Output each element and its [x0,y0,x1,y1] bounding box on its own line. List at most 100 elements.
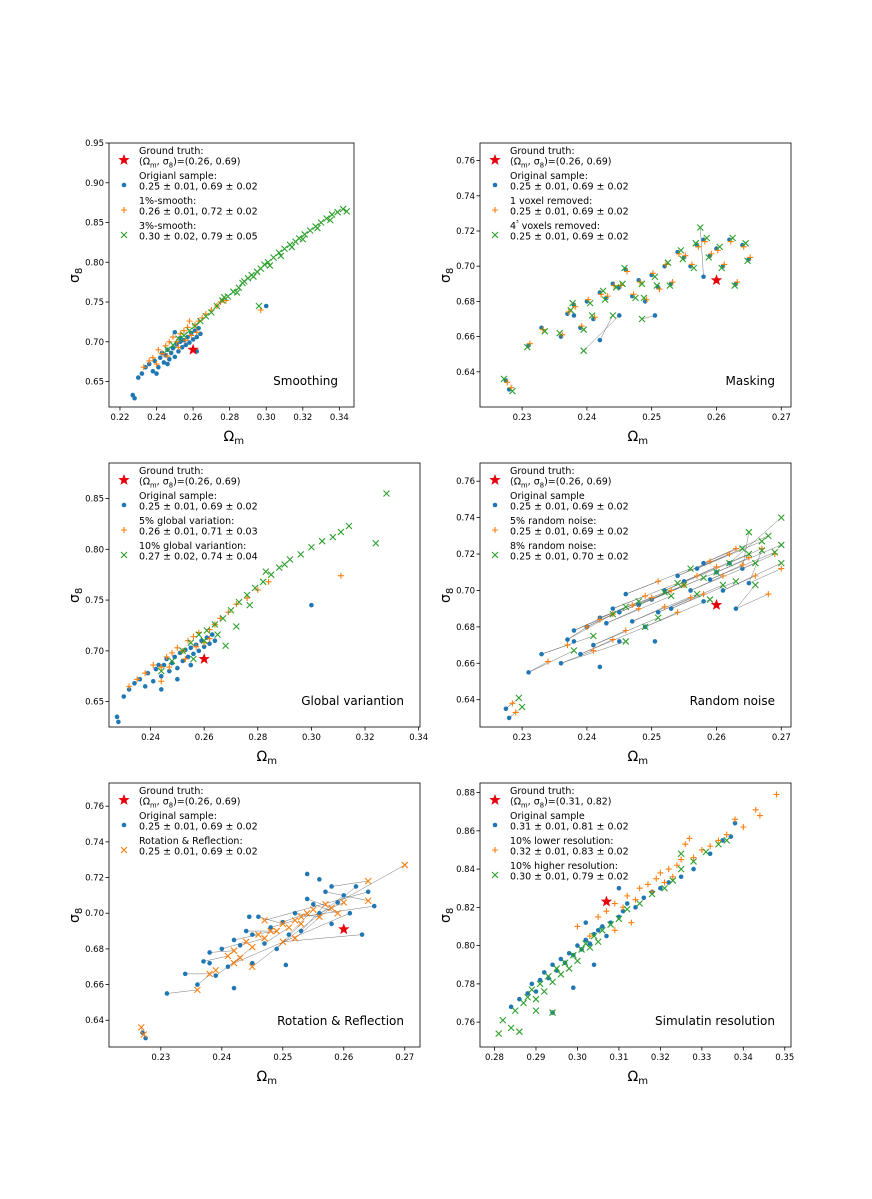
legend-text: 0.25 ± 0.01, 0.69 ± 0.02 [510,232,629,243]
orig-point [146,361,152,367]
legend-text: 0.32 ± 0.01, 0.83 ± 0.02 [510,847,629,858]
legend-marker [492,527,498,533]
mod2-point [661,588,669,596]
mod1-point [734,279,741,286]
orig-point [135,375,141,380]
orig-point [250,960,255,966]
mod1-point [644,881,651,888]
orig-point [237,943,243,948]
mod2-point [586,299,594,307]
x-tick-label: 0.32 [651,1053,670,1063]
mod2-point [764,532,772,540]
subplot-4: 0.23 0.24 0.25 0.26 0.27 0.64 0.66 0.68 0.70 0.72… [438,462,792,767]
mod1-point [674,609,681,616]
mod2-point [580,326,588,333]
legend-item: Rotation & Reflection:0.25 ± 0.01, 0.69 … [120,836,258,858]
y-tick-label: 0.72 [85,874,104,884]
mod2-point [696,224,704,231]
legend-marker [492,847,498,853]
x-tick-label: 0.25 [642,733,661,743]
mod2-point [553,965,561,972]
orig-point [578,651,583,657]
orig-point [298,928,304,934]
x-tick-label: 0.24 [577,733,596,743]
orig-point [506,715,512,721]
orig-point [304,896,310,902]
mod2-point [716,243,724,251]
legend-text: Ground truth: [510,786,575,797]
legend-text: Ground truth: [139,786,204,797]
mod2-point [326,216,334,224]
link-line [252,930,277,935]
y-tick-label: 0.80 [85,545,104,555]
mod1-point [586,933,593,940]
mod2-point [654,614,662,622]
link-line [221,941,247,950]
legend-text: 0.25 ± 0.01, 0.69 ± 0.02 [139,822,258,833]
orig-point [623,591,629,597]
mod1-point [261,916,268,924]
link-line [233,934,259,941]
mod2-point [569,951,577,959]
legend-text: (Ωm​, σ8​)=(0.26, 0.69) [139,157,241,170]
mod2-point [677,865,685,873]
mod2-point [243,591,251,599]
mod1-point [273,927,281,935]
orig-point [341,893,347,898]
mod1-point [265,578,272,585]
mod2-point [638,315,646,323]
mod2-point [588,312,596,319]
mod2-point [536,980,544,988]
y-tick-label: 0.74 [456,514,475,524]
orig-point [153,666,159,672]
mod2-point [751,559,759,567]
orig-point [604,620,609,626]
orig-point [655,609,661,615]
mod1-point [765,591,772,598]
mod1-point [166,664,173,671]
mod1-point [708,250,715,257]
mod1-point [657,869,664,876]
mod2-point [499,1016,507,1024]
mod2-point [687,565,694,572]
mod1-point [732,545,739,552]
x-tick-label: 0.26 [334,1053,353,1063]
orig-point [565,637,570,642]
orig-point [309,602,314,608]
mod1-point [242,938,250,946]
mod2-point [235,284,243,292]
mod1-point [604,293,611,300]
orig-point [503,706,509,712]
mod2-point [669,877,677,884]
legend-item: Ground truth:(Ωm​, σ8​)=(0.26, 0.69) [118,466,241,490]
mod2-point [556,329,564,337]
x-tick-label: 0.23 [513,413,532,423]
link-line [567,613,613,640]
mod1-point [158,678,165,685]
mod2-point [213,302,221,310]
axes-frame [108,462,421,728]
mod1-point [700,591,707,598]
mod2-point [667,592,675,600]
mod1-point [669,279,676,286]
orig-point [213,973,219,978]
y-axis-label: σ8​ [67,268,85,283]
mod1-point [629,602,636,609]
mod2-point [323,215,330,222]
orig-point [304,871,310,877]
legend-item: Ground truth:(Ωm​, σ8​)=(0.26, 0.69) [489,146,612,170]
link-line [729,517,782,564]
mod1-point [182,655,189,662]
mod2-point [372,539,380,547]
mod2-point [636,900,644,907]
orig-point [558,660,564,666]
orig-point [317,910,322,916]
orig-point [746,580,752,586]
orig-point [620,908,626,914]
mod1-point [401,861,409,869]
mod2-point [235,598,243,606]
mod2-point [191,322,199,330]
mod2-point [255,302,263,310]
mod2-point [715,840,722,848]
